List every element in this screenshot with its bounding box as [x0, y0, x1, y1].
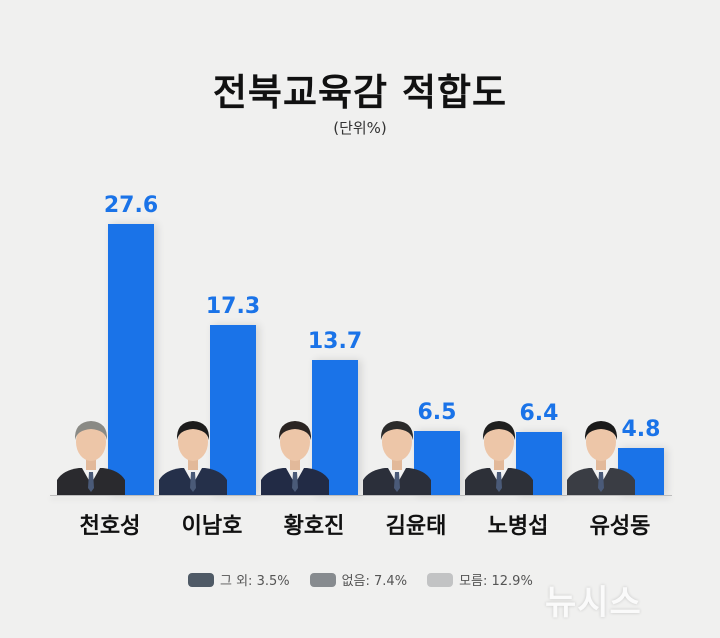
bar-value-label: 4.8: [621, 417, 661, 442]
legend: 그 외: 3.5% 없음: 7.4% 모름: 12.9%: [188, 570, 533, 589]
newsis-watermark-logo: 뉴시스: [545, 583, 642, 623]
bar-value-label: 6.5: [417, 400, 457, 425]
candidate-photo: [567, 412, 635, 495]
legend-swatch-other: [188, 572, 214, 587]
bar-1: [108, 224, 154, 495]
legend-item-unknown: 모름: 12.9%: [427, 570, 533, 589]
candidate-photo: [261, 412, 329, 495]
candidate-name: 황호진: [283, 514, 345, 539]
portrait-icon: [363, 421, 431, 495]
legend-label-none: 없음: 7.4%: [341, 574, 408, 589]
legend-item-none: 없음: 7.4%: [309, 570, 408, 589]
candidate-name: 김윤태: [385, 514, 447, 539]
candidate-photo: [363, 412, 431, 495]
portrait-icon: [261, 421, 329, 495]
bar-value-label: 27.6: [103, 193, 159, 218]
legend-label-other: 그 외: 3.5%: [220, 574, 290, 589]
legend-swatch-none: [309, 572, 336, 587]
candidate-photo: [465, 412, 533, 495]
bar-2: [210, 325, 256, 495]
candidate-photo: [57, 412, 125, 495]
candidate-name: 이남호: [181, 514, 243, 539]
portrait-icon: [465, 421, 533, 495]
legend-item-other: 그 외: 3.5%: [188, 570, 290, 589]
chart-baseline: [50, 495, 672, 496]
chart-unit: (단위%): [333, 119, 387, 137]
legend-label-unknown: 모름: 12.9%: [459, 574, 533, 589]
portrait-icon: [57, 421, 125, 495]
bar-value-label: 6.4: [519, 401, 559, 426]
candidate-name: 천호성: [79, 514, 141, 539]
portrait-icon: [159, 421, 227, 495]
chart-title: 전북교육감 적합도: [212, 71, 508, 114]
candidate-photo: [159, 412, 227, 495]
legend-swatch-unknown: [427, 572, 454, 587]
bar-value-label: 13.7: [307, 329, 363, 354]
portrait-icon: [567, 421, 635, 495]
candidate-name: 유성동: [589, 514, 651, 539]
candidate-name: 노병섭: [487, 514, 549, 539]
bar-value-label: 17.3: [205, 294, 261, 319]
